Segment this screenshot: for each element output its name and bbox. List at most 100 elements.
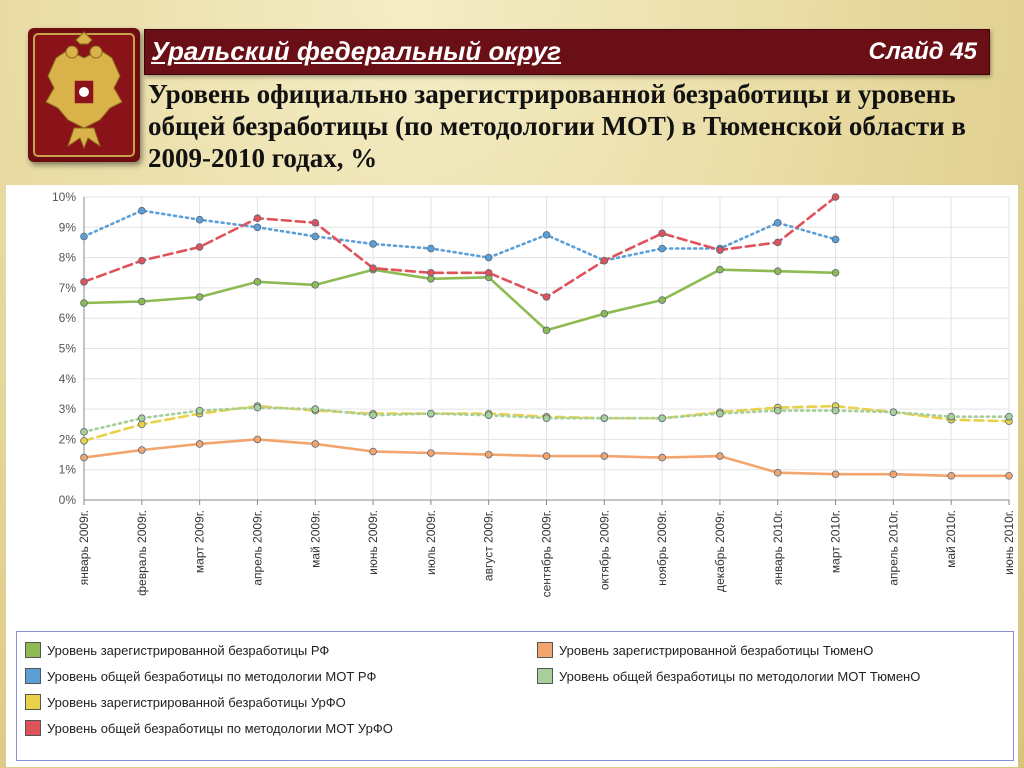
data-point	[195, 440, 204, 448]
data-point	[831, 235, 840, 244]
data-point	[716, 452, 724, 460]
x-tick-label: январь 2010г.	[771, 510, 785, 585]
data-point	[427, 268, 435, 277]
data-point	[311, 405, 320, 413]
data-point	[831, 268, 840, 277]
legend-item: Уровень общей безработицы по методологии…	[537, 666, 920, 686]
legend-label: Уровень зарегистрированной безработицы Р…	[47, 642, 330, 658]
data-point	[427, 244, 435, 253]
data-point	[658, 244, 666, 253]
data-point	[773, 267, 782, 276]
legend-swatch	[25, 642, 41, 658]
legend-item: Уровень зарегистрированной безработицы Р…	[25, 640, 329, 660]
data-point	[773, 468, 782, 477]
data-point	[369, 411, 377, 419]
data-point	[542, 414, 551, 422]
data-point	[427, 449, 435, 457]
data-point	[369, 240, 377, 248]
legend-label: Уровень общей безработицы по методологии…	[47, 720, 393, 736]
data-point	[138, 446, 146, 454]
data-point	[600, 256, 609, 265]
data-point	[542, 326, 551, 335]
chart-panel: 0% 1% 2% 3% 4% 5% 6% 7% 8% 9% 10% январь 2009г. февр…	[6, 185, 1018, 767]
data-point	[947, 412, 955, 421]
legend-item: Уровень зарегистрированной безработицы У…	[25, 692, 346, 712]
x-tick-label: декабрь 2009г.	[713, 510, 727, 592]
data-point	[80, 437, 88, 445]
data-point	[427, 409, 435, 418]
x-tick-label: март 2010г.	[829, 510, 843, 573]
line-chart: 0% 1% 2% 3% 4% 5% 6% 7% 8% 9% 10% январь 2009г. февр…	[52, 190, 1016, 597]
header-bar: Уральский федеральный округ Слайд 45	[144, 29, 990, 75]
data-point	[253, 278, 262, 286]
data-point	[1005, 412, 1013, 421]
legend-swatch	[25, 668, 41, 684]
y-tick-label: 3%	[59, 402, 77, 416]
legend-swatch	[25, 720, 41, 736]
data-point	[311, 218, 320, 227]
x-tick-label: август 2009г.	[482, 510, 496, 581]
data-point	[484, 268, 493, 277]
data-point	[600, 414, 609, 422]
data-point	[600, 452, 609, 460]
legend-swatch	[537, 668, 553, 684]
data-point	[80, 299, 88, 307]
data-point	[1005, 471, 1013, 480]
x-tick-label: июнь 2010г.	[1002, 510, 1016, 575]
data-point	[253, 435, 262, 444]
data-point	[311, 281, 320, 289]
x-tick-label: апрель 2010г.	[886, 510, 900, 586]
x-tick-label: ноябрь 2009г.	[655, 510, 669, 586]
data-point	[542, 231, 551, 239]
legend-item: Уровень общей безработицы по методологии…	[25, 718, 393, 738]
y-tick-label: 5%	[59, 342, 77, 356]
data-point	[889, 470, 898, 479]
data-point	[773, 218, 782, 227]
data-point	[831, 193, 840, 201]
data-point	[369, 447, 377, 456]
y-tick-label: 4%	[59, 372, 77, 386]
y-tick-label: 9%	[59, 220, 77, 234]
data-point	[484, 253, 493, 262]
data-point	[80, 278, 88, 286]
data-point	[369, 264, 377, 273]
y-tick-label: 1%	[59, 463, 77, 477]
data-point	[80, 232, 88, 241]
data-point	[773, 406, 782, 415]
legend-swatch	[537, 642, 553, 658]
data-point	[658, 414, 666, 422]
data-point	[831, 406, 840, 415]
data-point	[658, 296, 666, 304]
data-point	[253, 223, 262, 232]
data-point	[195, 243, 204, 251]
data-point	[542, 293, 551, 301]
data-point	[80, 453, 88, 462]
data-point	[253, 214, 262, 223]
series-line-2	[82, 209, 837, 262]
x-tick-label: апрель 2009г.	[250, 510, 264, 586]
y-tick-label: 7%	[59, 281, 77, 295]
y-tick-label: 6%	[59, 311, 77, 325]
legend-item: Уровень общей безработицы по методологии…	[25, 666, 376, 686]
y-tick-label: 8%	[59, 251, 77, 265]
coat-of-arms-emblem	[28, 28, 140, 162]
data-point	[484, 450, 493, 459]
y-tick-label: 2%	[59, 432, 77, 446]
y-tick-label: 0%	[59, 493, 77, 507]
data-point	[658, 453, 666, 462]
data-point	[773, 238, 782, 247]
x-tick-label: октябрь 2009г.	[597, 510, 611, 590]
data-point	[253, 403, 262, 412]
data-point	[542, 452, 551, 460]
x-tick-label: май 2009г.	[308, 510, 322, 568]
x-tick-label: июнь 2009г.	[366, 510, 380, 575]
y-tick-label: 10%	[52, 190, 76, 204]
series-line-1	[82, 268, 837, 332]
slide-number: Слайд 45	[868, 38, 977, 65]
slide-title: Уровень официально зарегистрированной бе…	[148, 79, 966, 173]
data-point	[716, 265, 724, 274]
data-point	[716, 409, 724, 418]
legend-label: Уровень зарегистрированной безработицы У…	[47, 694, 346, 710]
data-point	[484, 411, 493, 419]
data-point	[311, 232, 320, 241]
